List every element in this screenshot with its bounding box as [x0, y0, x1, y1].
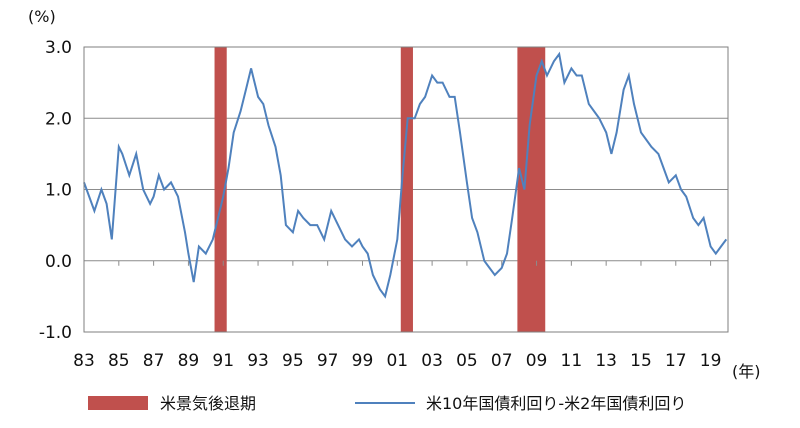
y-tick-label: 0.0 [45, 252, 72, 272]
legend-recession-swatch [88, 396, 148, 410]
y-axis-ticks: 3.0 2.0 1.0 0.0 -1.0 [39, 38, 72, 343]
legend-recession-label: 米景気後退期 [160, 394, 256, 413]
x-tick-label: 05 [456, 351, 478, 371]
y-tick-label: 1.0 [45, 181, 72, 201]
recession-bar [400, 47, 413, 332]
legend-spread-label: 米10年国債利回り-米2年国債利回り [426, 394, 686, 413]
x-tick-label: 95 [282, 351, 304, 371]
yield-spread-line [83, 51, 728, 299]
x-tick-label: 83 [73, 351, 95, 371]
x-axis-unit: (年) [732, 362, 761, 381]
x-tick-label: 03 [421, 351, 443, 371]
x-tick-label: 15 [630, 351, 652, 371]
x-tick-label: 93 [247, 351, 269, 371]
x-tick-label: 07 [491, 351, 513, 371]
x-tick-label: 87 [143, 351, 165, 371]
y-axis-unit: (%) [28, 7, 56, 26]
x-tick-label: 97 [317, 351, 339, 371]
x-tick-label: 99 [352, 351, 374, 371]
x-tick-label: 13 [595, 351, 617, 371]
x-tick-label: 17 [665, 351, 687, 371]
y-tick-label: 2.0 [45, 109, 72, 129]
x-tick-label: 19 [700, 351, 722, 371]
x-tick-label: 89 [178, 351, 200, 371]
x-axis-ticks: 83 85 87 89 91 93 95 97 99 01 03 05 07 09 11 13 15 17 19 [73, 260, 722, 371]
x-tick-label: 01 [386, 351, 408, 371]
y-tick-label: 3.0 [45, 38, 72, 58]
y-tick-label: -1.0 [39, 323, 72, 343]
x-tick-label: 85 [108, 351, 130, 371]
x-tick-label: 09 [526, 351, 548, 371]
recession-bar [517, 47, 546, 332]
plot-frame [83, 46, 729, 333]
x-tick-label: 11 [561, 351, 583, 371]
x-tick-label: 91 [212, 351, 234, 371]
